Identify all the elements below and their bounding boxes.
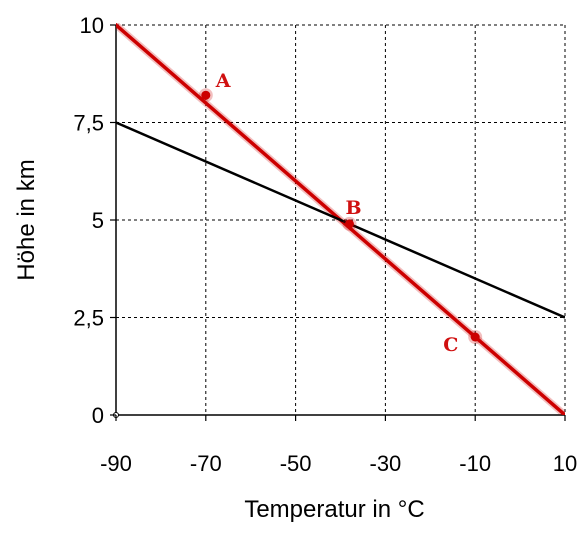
point-label: C [443,334,458,356]
x-tick-label: -70 [190,451,222,476]
x-tick-label: -90 [100,451,132,476]
y-tick-label: 2,5 [73,306,104,331]
y-tick-label: 5 [92,208,104,233]
x-tick-label: -50 [280,451,312,476]
y-tick-label: 7,5 [73,111,104,136]
point-label: B [345,197,361,219]
x-tick-label: -30 [370,451,402,476]
grid [116,24,566,415]
axes [110,24,566,421]
x-tick-label: 10 [553,451,577,476]
point-c [470,332,480,342]
series-line-2 [116,121,565,319]
point-label: A [215,70,231,92]
y-tick-label: 0 [92,403,104,428]
x-axis-title: Temperatur in °C [244,496,424,523]
series-group [116,23,565,415]
series-line-1 [116,23,565,415]
tick-labels: -90 -70 -50 -30 -10 10 0 2,5 5 7,5 10 [73,13,577,476]
point-a [201,90,211,100]
point-b [344,219,354,229]
y-axis-title: Höhe in km [13,159,40,280]
y-tick-label: 10 [80,13,104,38]
x-tick-label: -10 [459,451,491,476]
points-group: A B C [198,70,483,356]
